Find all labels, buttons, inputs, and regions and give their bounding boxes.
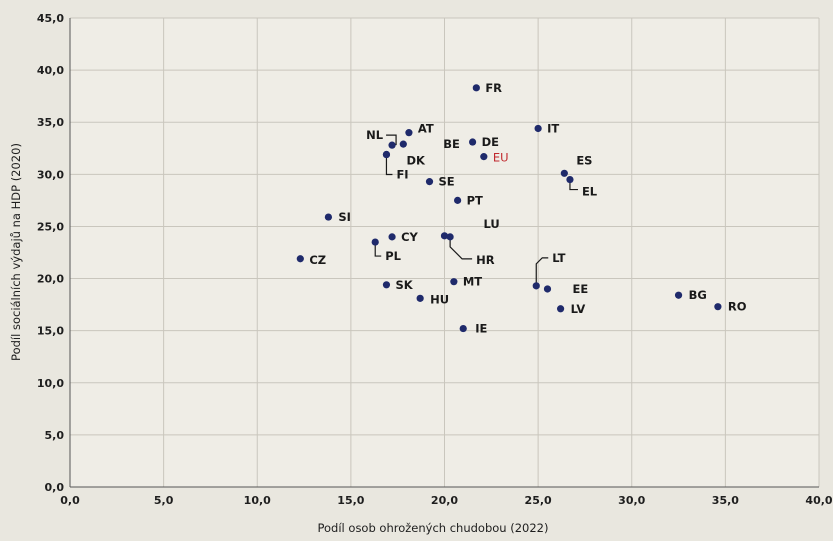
y-tick-label: 25,0	[37, 220, 64, 233]
data-point-lu	[440, 232, 449, 240]
point-label-fi: FI	[396, 168, 408, 182]
data-point-mt	[450, 278, 458, 286]
data-point-at	[405, 129, 413, 137]
point-label-lu: LU	[484, 217, 500, 231]
y-tick-label: 5,0	[45, 429, 65, 442]
x-tick-label: 15,0	[337, 494, 364, 507]
data-point-nl	[388, 141, 396, 149]
y-tick-label: 30,0	[37, 168, 64, 181]
x-tick-label: 35,0	[712, 494, 739, 507]
data-point-fi	[382, 150, 391, 159]
point-label-pt: PT	[467, 193, 483, 207]
point-label-cy: CY	[401, 230, 418, 244]
point-label-cz: CZ	[309, 253, 326, 267]
point-label-hr: HR	[476, 253, 495, 267]
y-tick-label: 45,0	[37, 12, 64, 25]
point-label-bg: BG	[689, 288, 707, 302]
y-tick-label: 20,0	[37, 273, 64, 286]
point-label-se: SE	[439, 175, 455, 189]
grid-lines	[70, 17, 820, 487]
leader-line-lt	[535, 257, 549, 286]
data-point-se	[425, 178, 434, 186]
point-label-lt: LT	[552, 251, 565, 265]
point-label-be: BE	[443, 137, 460, 151]
data-point-sk	[382, 281, 391, 289]
x-tick-label: 40,0	[805, 494, 832, 507]
x-tick-label: 20,0	[431, 494, 458, 507]
x-tick-labels: 0,0 5,0 10,0 15,0 20,0 25,0 30,0 35,0 40,0	[60, 494, 833, 507]
x-tick-label: 5,0	[154, 494, 174, 507]
point-label-ro: RO	[728, 300, 747, 314]
data-point-be	[399, 140, 407, 148]
point-label-nl: NL	[366, 128, 384, 142]
data-point-ro	[714, 303, 722, 311]
x-tick-label: 0,0	[60, 494, 80, 507]
data-point-cz	[296, 255, 304, 263]
point-label-lv: LV	[571, 302, 586, 316]
point-label-de: DE	[482, 135, 500, 149]
point-label-pl: PL	[385, 249, 401, 263]
data-point-de	[468, 138, 477, 146]
point-label-ie: IE	[475, 322, 487, 336]
leader-lines	[374, 134, 578, 286]
data-point-pl	[371, 238, 379, 246]
point-label-dk: DK	[406, 154, 426, 168]
point-label-eu: EU	[493, 151, 509, 165]
leader-line-pl	[374, 242, 382, 257]
leader-line-fi	[385, 154, 393, 176]
data-point-hu	[416, 294, 424, 302]
point-label-el: EL	[582, 185, 598, 199]
data-point-ee	[543, 285, 552, 293]
point-label-sk: SK	[395, 278, 413, 292]
point-label-ee: EE	[572, 282, 588, 296]
data-point-it	[534, 124, 542, 133]
data-point-lt	[532, 282, 540, 290]
y-tick-label: 0,0	[45, 481, 65, 494]
point-label-es: ES	[576, 153, 592, 167]
y-tick-label: 35,0	[37, 116, 64, 129]
data-point-pt	[454, 196, 462, 204]
data-point-fr	[472, 84, 480, 92]
point-label-mt: MT	[463, 275, 482, 289]
y-axis-title: Podíl sociálních výdajů na HDP (2020)	[9, 143, 23, 361]
y-tick-label: 10,0	[37, 377, 64, 390]
x-tick-label: 30,0	[618, 494, 645, 507]
point-label-si: SI	[338, 210, 351, 224]
x-tick-label: 10,0	[244, 494, 271, 507]
y-tick-label: 15,0	[37, 325, 64, 338]
point-label-fr: FR	[485, 81, 502, 95]
axes	[69, 18, 819, 488]
y-tick-label: 40,0	[37, 64, 64, 77]
data-point-bg	[674, 291, 683, 299]
leader-line-nl	[386, 134, 397, 146]
data-point-cy	[388, 233, 396, 241]
data-point-ie	[459, 324, 467, 333]
data-point-eu	[480, 153, 488, 161]
data-points	[296, 84, 722, 333]
data-point-hr	[446, 233, 454, 241]
point-label-it: IT	[547, 121, 559, 135]
data-point-lv	[556, 305, 565, 313]
leader-line-hr	[449, 236, 473, 260]
data-point-es	[560, 169, 568, 177]
x-axis-title: Podíl osob ohrožených chudobou (2022)	[318, 521, 549, 535]
data-point-si	[324, 213, 333, 221]
data-point-el	[566, 175, 574, 184]
point-label-at: AT	[418, 122, 434, 136]
y-tick-labels: 0,0 5,0 10,0 15,0 20,0 25,0 30,0 35,0 40,0 45,0	[37, 12, 64, 494]
point-label-hu: HU	[430, 292, 449, 306]
x-tick-label: 25,0	[525, 494, 552, 507]
